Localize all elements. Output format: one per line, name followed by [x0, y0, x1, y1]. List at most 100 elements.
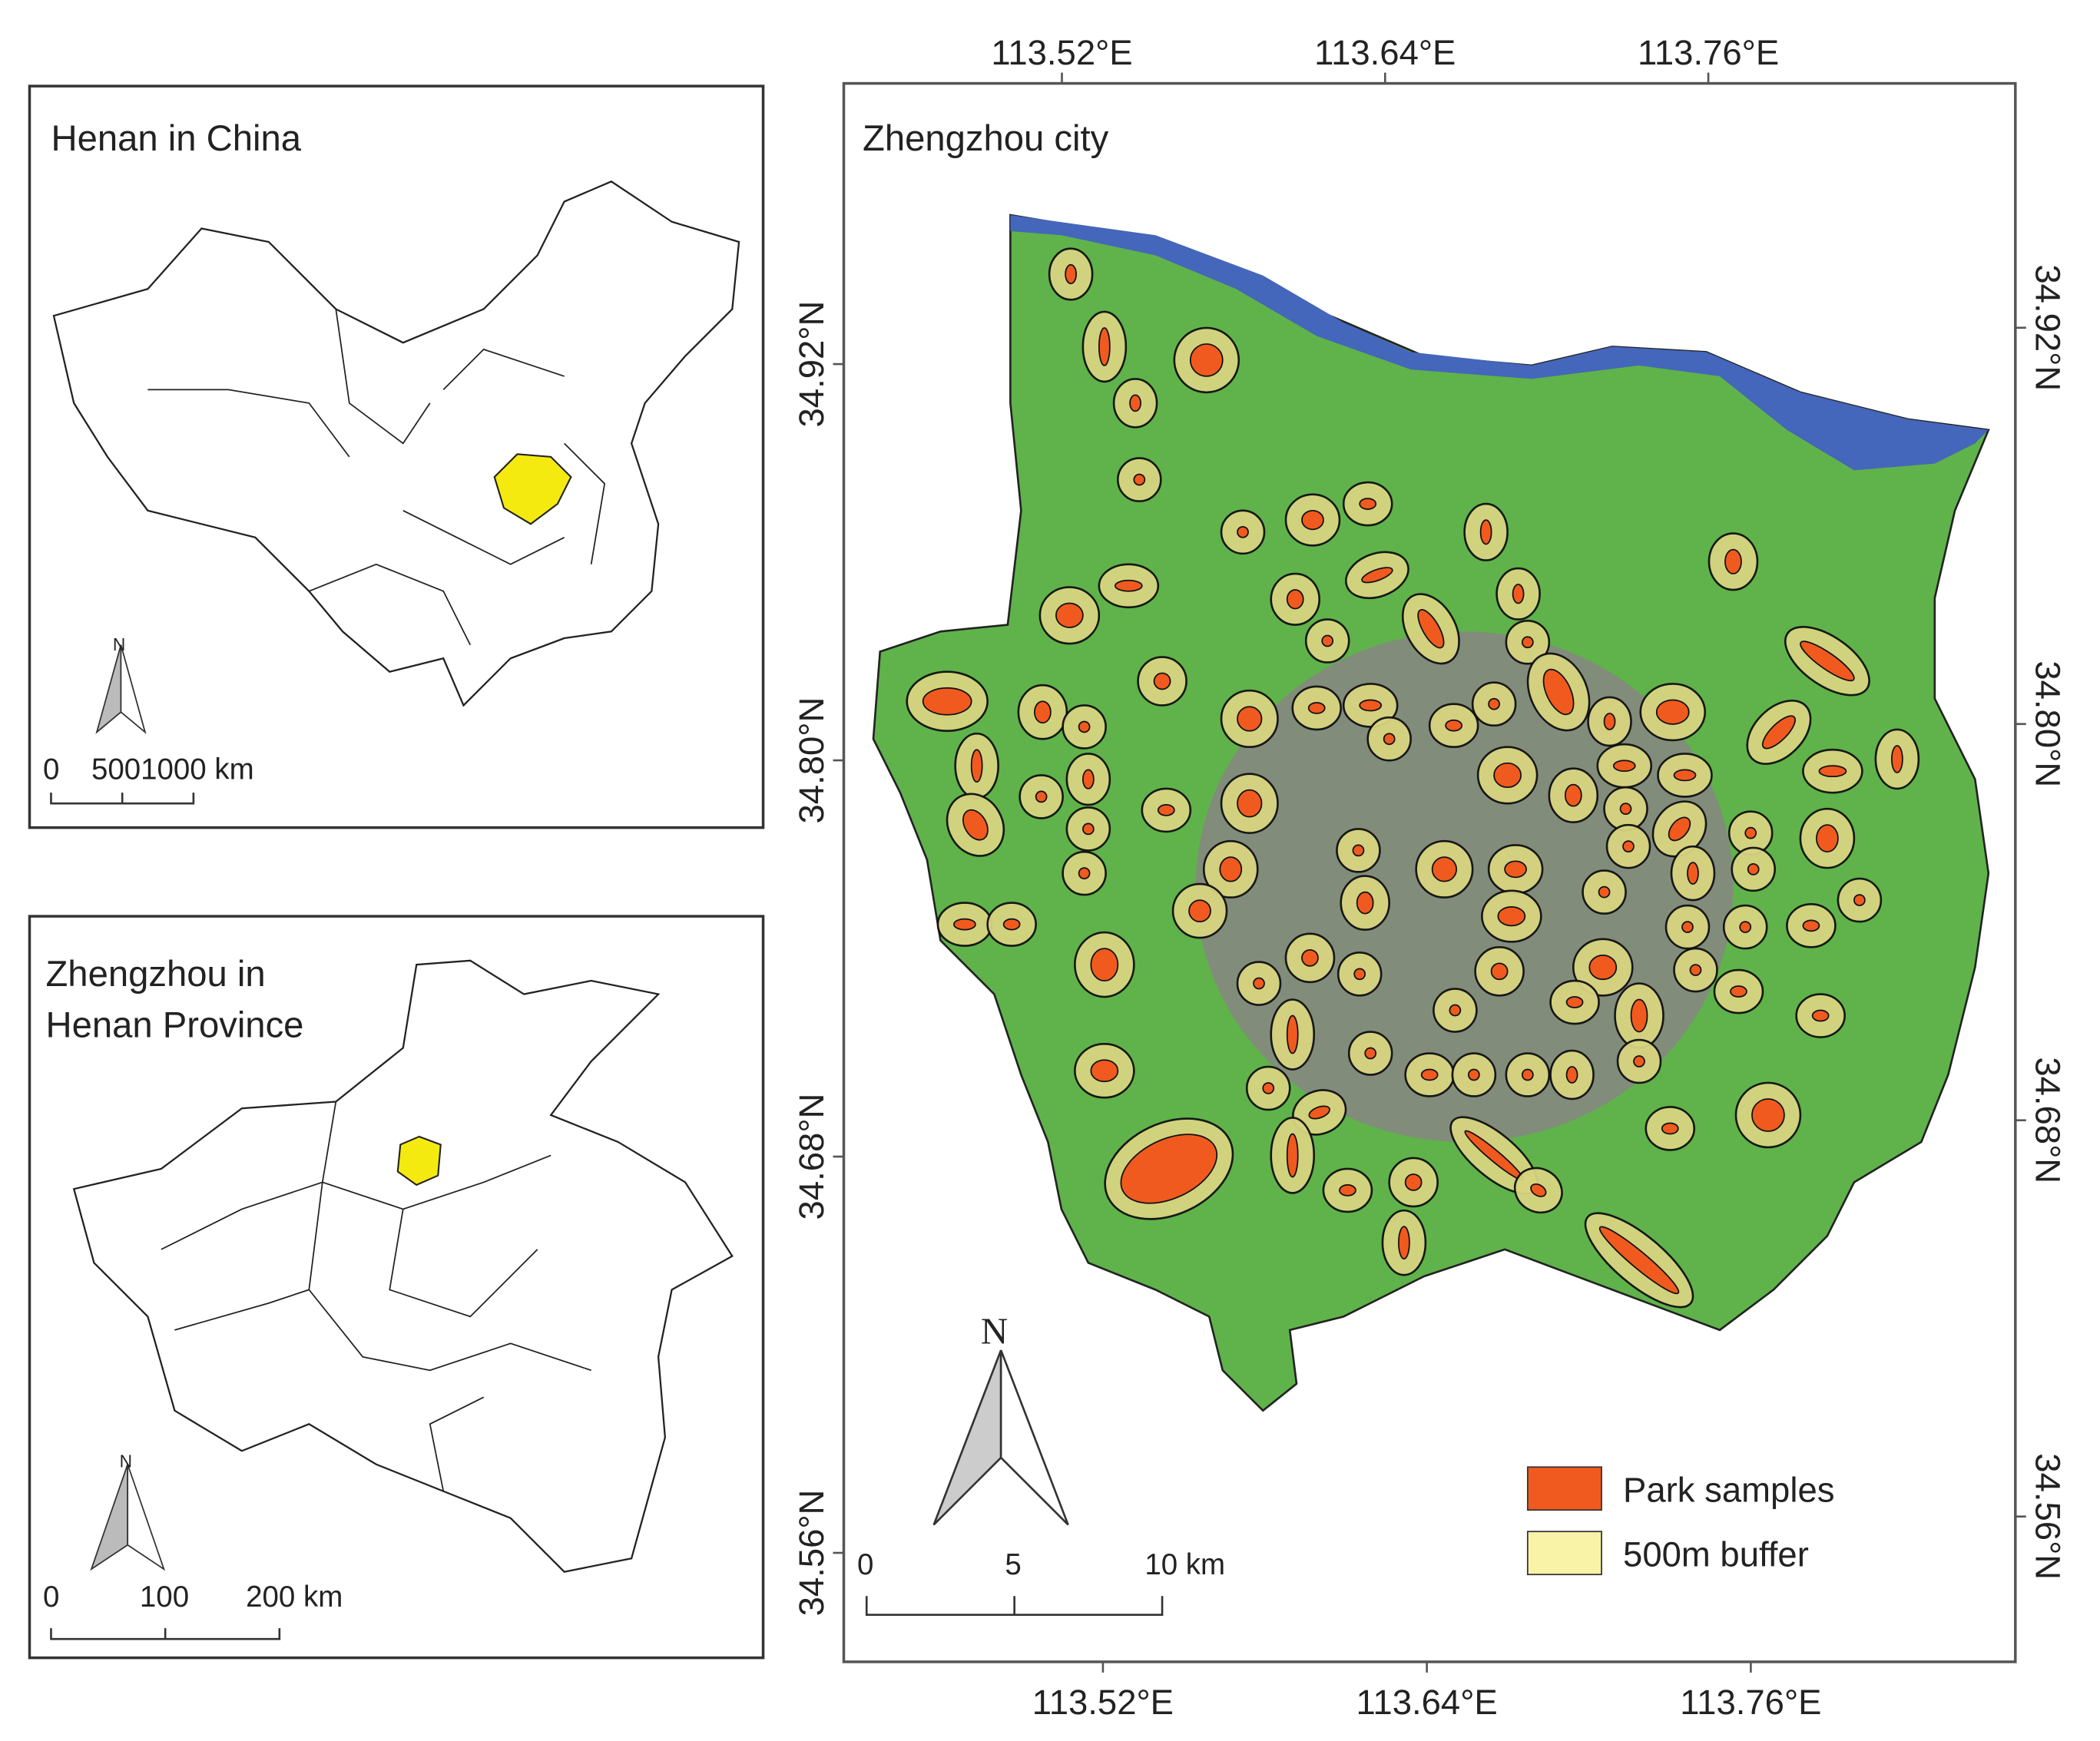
lon-label: 113.52°E [991, 33, 1132, 72]
lon-label: 113.64°E [1314, 33, 1456, 72]
legend-label: 500m buffer [1623, 1535, 1809, 1574]
park [1633, 1055, 1645, 1067]
lon-label: 113.76°E [1638, 33, 1779, 72]
park [1120, 1134, 1218, 1204]
park [1081, 823, 1095, 836]
park [1286, 1133, 1299, 1178]
lon-label: 113.64°E [1356, 1683, 1498, 1722]
park [1530, 1183, 1547, 1197]
lat-label: 34.92°N [2028, 264, 2067, 391]
river [1010, 215, 1989, 471]
north-label: N [981, 1309, 1008, 1352]
park [1034, 700, 1052, 724]
park [1504, 860, 1527, 879]
scale-label: 200 km [246, 1580, 343, 1614]
park [1356, 891, 1374, 915]
park [1339, 1184, 1356, 1197]
park [1512, 584, 1525, 604]
park [1490, 962, 1509, 981]
park [1588, 954, 1618, 981]
park [1420, 1068, 1439, 1081]
park [1078, 720, 1091, 733]
park [1253, 977, 1265, 990]
park [1744, 826, 1757, 839]
coordinate-ticks: 113.52°E 113.64°E 113.76°E 113.52°E 113.64°E… [792, 33, 2067, 1722]
park [1078, 867, 1091, 879]
park [1673, 769, 1697, 782]
lon-label: 113.76°E [1680, 1683, 1821, 1722]
park [1398, 1226, 1410, 1260]
henan-outline [72, 959, 734, 1573]
park [1739, 921, 1752, 933]
lat-label: 34.68°N [2028, 1057, 2067, 1183]
scale-label: 5 [1005, 1548, 1021, 1581]
scale-bar [50, 1628, 281, 1640]
park [1002, 918, 1021, 931]
park [1237, 525, 1249, 538]
park [1237, 789, 1263, 818]
park [1619, 803, 1632, 816]
park [1445, 719, 1463, 732]
scale-label: 0 [43, 753, 59, 786]
parks [906, 247, 1920, 1309]
scale-label: 5001000 km [91, 753, 254, 786]
park [1655, 699, 1690, 725]
park [1816, 824, 1839, 853]
panel-title: Henan Province [45, 1005, 303, 1046]
park [1114, 579, 1143, 592]
park [1521, 636, 1534, 649]
park [1364, 1047, 1377, 1060]
park [1307, 702, 1326, 714]
panel-title: Zhengzhou in [45, 954, 265, 995]
park [1493, 762, 1522, 789]
park [1853, 894, 1866, 906]
park [1800, 640, 1855, 682]
henan-highlight [493, 453, 572, 525]
park [1237, 706, 1263, 732]
park [1751, 1098, 1785, 1132]
park [953, 918, 976, 931]
lat-label: 34.80°N [792, 697, 831, 824]
park [1565, 996, 1584, 1008]
park [1689, 964, 1702, 976]
park [1090, 948, 1119, 981]
park [1353, 968, 1366, 981]
park [1308, 1105, 1330, 1120]
park [1497, 905, 1526, 927]
legend-swatch [1526, 1466, 1602, 1511]
park [1417, 609, 1445, 649]
park [1055, 602, 1084, 628]
park [1129, 394, 1141, 412]
park [1598, 1226, 1680, 1295]
province-borders [147, 309, 606, 646]
park [1479, 519, 1492, 545]
lat-label: 34.80°N [2028, 660, 2067, 787]
park [1818, 765, 1847, 778]
park [1681, 921, 1694, 933]
park [1133, 473, 1146, 486]
lat-label: 34.56°N [2028, 1453, 2067, 1580]
park [1724, 548, 1742, 574]
zhengzhou-highlight [396, 1135, 442, 1187]
north-arrow [999, 1349, 1069, 1526]
park [1189, 343, 1224, 377]
park [1383, 733, 1396, 746]
lat-label: 34.92°N [792, 301, 831, 428]
park [922, 687, 972, 716]
park [1761, 715, 1796, 750]
park [1153, 672, 1171, 690]
park [1301, 509, 1324, 531]
park [1661, 1122, 1679, 1135]
park [1542, 668, 1575, 716]
park [1321, 634, 1334, 647]
park [1361, 567, 1393, 584]
park [1404, 1173, 1423, 1191]
park [1431, 856, 1458, 882]
park [1890, 745, 1903, 773]
north-arrow [120, 644, 147, 734]
park [1521, 1068, 1534, 1081]
north-label: N [120, 1451, 132, 1471]
park [962, 809, 989, 841]
park [1352, 844, 1365, 857]
